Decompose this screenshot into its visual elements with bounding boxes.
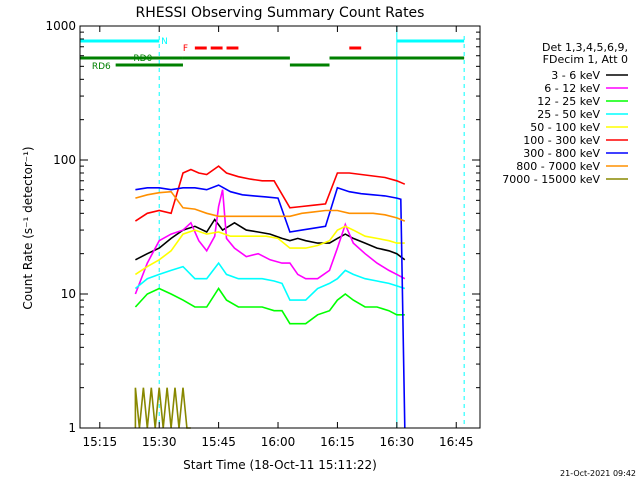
x-tick-label-3: 16:00 (261, 435, 296, 449)
y-tick-label-1: 10 (61, 287, 76, 301)
legend-entry-1: 6 - 12 keV (544, 82, 600, 95)
x-axis-label: Start Time (18-Oct-11 15:11:22) (183, 458, 377, 472)
legend-header-1: FDecim 1, Att 0 (543, 53, 628, 66)
x-tick-label-6: 16:45 (439, 435, 474, 449)
axes: 15:15 15:30 15:45 16:00 16:15 16:30 16:45 1 10 10… (45, 19, 481, 449)
x-tick-label-5: 16:30 (380, 435, 415, 449)
state-label-rd6: RD6 (92, 62, 111, 72)
series-line-4 (134, 225, 405, 276)
plot-area: N F RD0 RD6 (79, 26, 465, 429)
state-label-rd0: RD0 (133, 54, 152, 64)
chart-title: RHESSI Observing Summary Count Rates (136, 5, 425, 21)
x-tick-label-2: 15:45 (201, 435, 236, 449)
y-tick-label-3: 1000 (45, 19, 76, 33)
state-label-f: F (183, 44, 188, 54)
legend-header-0: Det 1,3,4,5,6,9, (542, 41, 628, 54)
series-line-7 (135, 190, 406, 222)
series-line-1 (134, 189, 406, 295)
y-tick-label-0: 1 (68, 421, 76, 435)
footer-timestamp: 21-Oct-2021 09:42 (560, 469, 636, 478)
series-line-5 (134, 165, 406, 222)
legend-entry-4: 50 - 100 keV (530, 121, 600, 134)
legend-entry-5: 100 - 300 keV (523, 134, 600, 147)
legend-entry-2: 12 - 25 keV (537, 95, 600, 108)
state-label-n: N (161, 37, 168, 47)
x-tick-label-4: 16:15 (320, 435, 355, 449)
legend-entry-0: 3 - 6 keV (551, 69, 600, 82)
y-axis-label: Count Rate (s⁻¹ detector⁻¹) (21, 146, 35, 309)
plot-frame (79, 25, 481, 429)
x-tick-label-0: 15:15 (83, 435, 118, 449)
legend-entry-3: 25 - 50 keV (537, 108, 600, 121)
legend-entry-8: 7000 - 15000 keV (502, 173, 600, 186)
series-line-2 (134, 287, 405, 325)
series-line-3 (134, 261, 406, 301)
legend-entry-6: 300 - 800 keV (523, 147, 600, 160)
series-line-8 (134, 387, 191, 429)
series-line-6 (135, 184, 406, 429)
legend: Det 1,3,4,5,6,9,FDecim 1, Att 0 3 - 6 keV… (502, 41, 628, 186)
series-line-0 (135, 218, 406, 261)
x-tick-label-1: 15:30 (142, 435, 177, 449)
y-tick-label-2: 100 (53, 153, 76, 167)
legend-entry-7: 800 - 7000 keV (516, 160, 600, 173)
